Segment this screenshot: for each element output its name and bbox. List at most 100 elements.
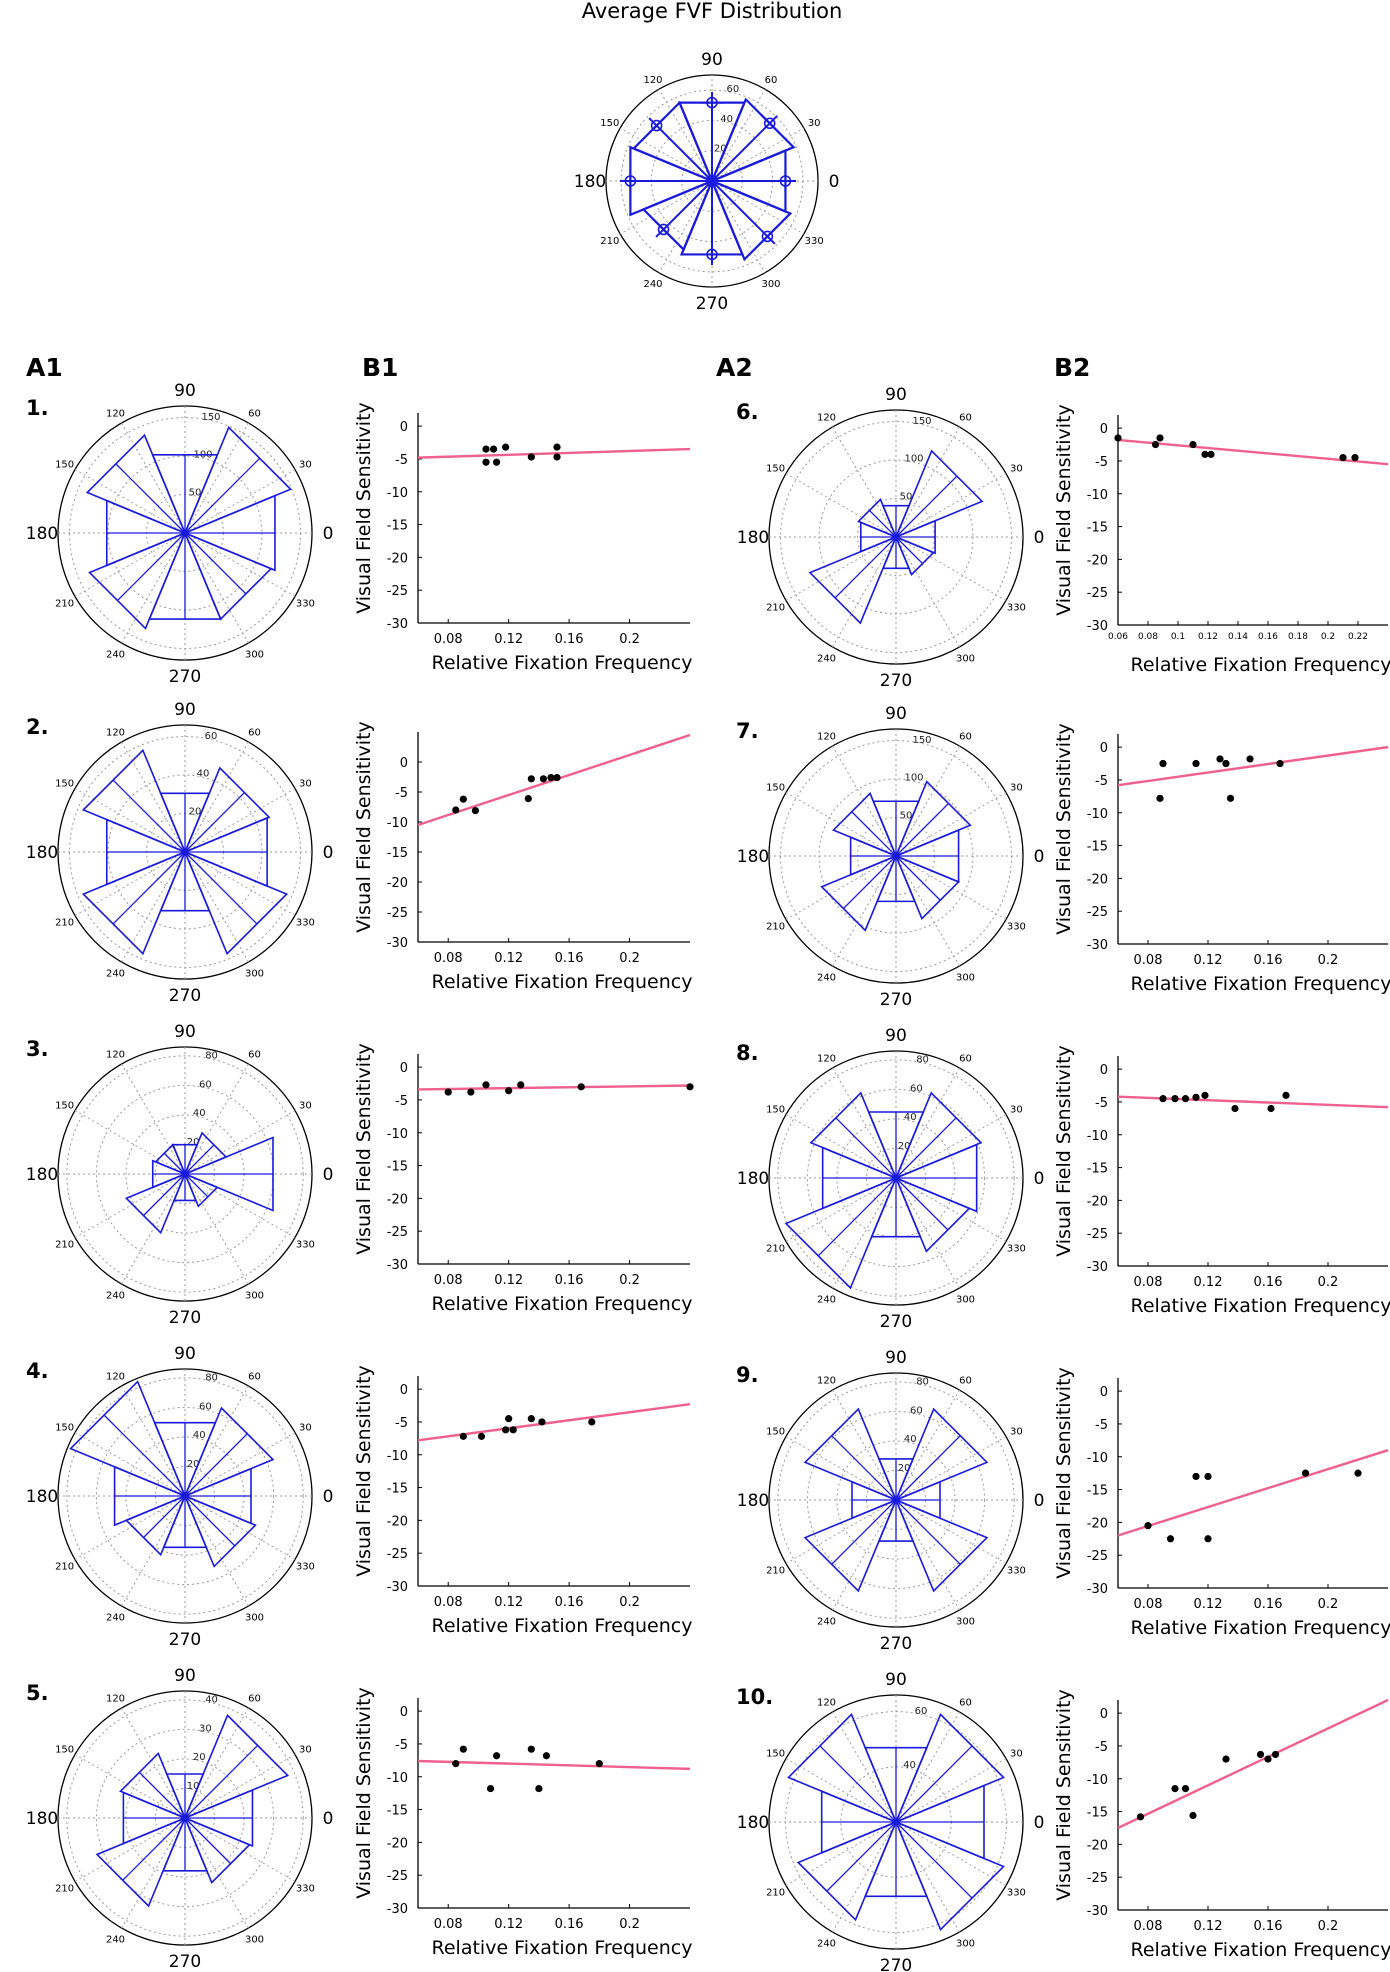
- average-mean-marker: [706, 96, 718, 109]
- participant-10-y-tick-label: -20: [1087, 1838, 1108, 1853]
- participant-2-radial-tick-label: 60: [205, 731, 218, 742]
- participant-2-x-tick-label: 0.12: [494, 951, 523, 966]
- participant-9-y-tick-label: -25: [1087, 1549, 1108, 1564]
- participant-1-data-point: [553, 443, 561, 451]
- participant-9-data-point: [1144, 1522, 1152, 1530]
- participant-4-angle-label: 150: [55, 1423, 74, 1434]
- average-title: Average FVF Distribution: [582, 0, 843, 23]
- participant-8-y-tick-label: -10: [1087, 1129, 1108, 1144]
- participant-10-y-tick-label: -25: [1087, 1871, 1108, 1886]
- participant-6-angle-label: 210: [766, 603, 785, 614]
- participant-6-data-point: [1114, 434, 1122, 442]
- participant-7-grid-spoke: [895, 792, 1007, 857]
- participant-3-y-axis-label: Visual Field Sensitivity: [353, 1043, 375, 1255]
- participant-4-angle-label: 0: [323, 1487, 334, 1507]
- participant-7-angle-label: 270: [880, 990, 912, 1010]
- average-mean-marker: [624, 175, 637, 187]
- participant-8-data-point: [1231, 1104, 1239, 1113]
- column-label-b1: B1: [362, 353, 398, 382]
- participant-2-angle-label: 300: [245, 968, 264, 979]
- participant-7-x-tick-label: 0.16: [1254, 953, 1283, 968]
- participant-1-grid-spoke: [74, 532, 186, 597]
- participant-3-angle-label: 270: [169, 1308, 201, 1328]
- participant-5-x-tick-label: 0.16: [555, 1917, 584, 1932]
- participant-8-angle-label: 330: [1007, 1244, 1026, 1255]
- participant-9-grid-ring: [836, 1440, 956, 1560]
- participant-2-data-point: [539, 775, 548, 783]
- participant-2-data-point: [452, 806, 460, 814]
- participant-8-y-axis-label: Visual Field Sensitivity: [1053, 1045, 1075, 1257]
- participant-4-x-axis-label: Relative Fixation Frequency: [432, 1615, 693, 1637]
- participant-3-y-tick-label: -25: [387, 1225, 408, 1240]
- participant-2-y-tick-label: -25: [387, 906, 408, 921]
- participant-5-angle-label: 0: [323, 1809, 334, 1829]
- participant-8-sector-spoke: [895, 1117, 957, 1179]
- participant-4-grid-spoke: [184, 1385, 249, 1497]
- participant-8-grid-spoke: [785, 1177, 897, 1242]
- participant-9-y-tick-label: -30: [1087, 1582, 1108, 1597]
- participant-5-y-tick-label: -10: [387, 1771, 408, 1786]
- participant-3-grid-spoke: [184, 1173, 249, 1285]
- participant-8-x-tick-label: 0.08: [1134, 1275, 1163, 1290]
- participant-8-angle-label: 30: [1010, 1105, 1023, 1116]
- participant-5-data-point: [452, 1760, 460, 1768]
- participant-8-data-point: [1171, 1095, 1179, 1103]
- participant-8-fit-line: [1117, 1095, 1389, 1109]
- participant-10-angle-label: 60: [959, 1698, 972, 1709]
- participant-1-sector-spoke: [117, 532, 186, 601]
- participant-2-x-axis-label: Relative Fixation Frequency: [432, 971, 693, 993]
- column-label-a1: A1: [26, 353, 63, 382]
- participant-8-y-tick-label: -20: [1087, 1194, 1108, 1209]
- participant-1-y-tick-label: -15: [387, 519, 408, 534]
- participant-10-y-tick-label: -10: [1087, 1773, 1108, 1788]
- average-mean-marker: [706, 248, 718, 261]
- participant-8-data-point: [1192, 1093, 1200, 1101]
- average-mean-marker: [763, 117, 776, 130]
- participant-7-data-point: [1192, 759, 1200, 768]
- participant-10-sector-spoke: [819, 1745, 897, 1823]
- participant-9-sector-spoke: [895, 1499, 961, 1565]
- participant-6-y-tick-label: -5: [1095, 455, 1108, 470]
- participant-5-data-point: [595, 1760, 603, 1768]
- participant-2-angle-label: 210: [55, 918, 74, 929]
- participant-5-y-tick-label: 0: [400, 1705, 408, 1720]
- participant-3-x-tick-label: 0.16: [555, 1273, 584, 1288]
- participant-9-radial-tick-label: 80: [916, 1376, 929, 1387]
- participant-10-angle-label: 270: [880, 1956, 912, 1972]
- participant-2-grid-spoke: [184, 741, 249, 853]
- participant-3-number: 3.: [26, 1037, 49, 1061]
- participant-8-sector-spoke: [817, 1177, 897, 1257]
- participant-5-data-point: [527, 1745, 535, 1753]
- participant-9-scatter-plot: 0 -5 -10 -15 -20 -25 -30 0.08 0.12 0.16 0.2 Relativ…: [1053, 1367, 1390, 1639]
- participant-3-data-point: [467, 1088, 475, 1096]
- participant-1-y-tick-label: -25: [387, 584, 408, 599]
- participant-9-grid-spoke: [895, 1499, 960, 1611]
- participant-2-angle-label: 150: [55, 779, 74, 790]
- participant-4-grid-ring: [66, 1377, 304, 1615]
- participant-4-grid-ring: [95, 1406, 275, 1586]
- participant-7-grid-spoke: [832, 855, 897, 967]
- participant-6-sector-spoke: [895, 475, 958, 538]
- participant-6-grid-spoke: [832, 536, 897, 648]
- participant-10-data-point: [1136, 1813, 1145, 1821]
- participant-4-sector-spoke: [143, 1495, 186, 1538]
- participant-2-data-point: [524, 795, 532, 803]
- participant-1-data-point: [489, 445, 498, 453]
- participant-5-y-tick-label: -20: [387, 1836, 408, 1851]
- participant-8-angle-label: 180: [737, 1169, 769, 1189]
- participant-8-angle-label: 270: [880, 1312, 912, 1332]
- participant-4-sector-spoke: [103, 1414, 186, 1497]
- participant-5-angle-label: 330: [296, 1884, 315, 1895]
- participant-5-angle-label: 300: [245, 1934, 264, 1945]
- participant-1-number: 1.: [26, 396, 49, 420]
- participant-9-data-point: [1354, 1469, 1362, 1477]
- participant-4-y-tick-label: -25: [387, 1547, 408, 1562]
- participant-3-x-tick-label: 0.08: [434, 1273, 463, 1288]
- participant-9-angle-label: 90: [885, 1348, 907, 1368]
- participant-4-data-point: [502, 1426, 510, 1434]
- participant-4-radial-tick-label: 40: [193, 1430, 206, 1441]
- participant-7-sector-spoke: [851, 811, 897, 857]
